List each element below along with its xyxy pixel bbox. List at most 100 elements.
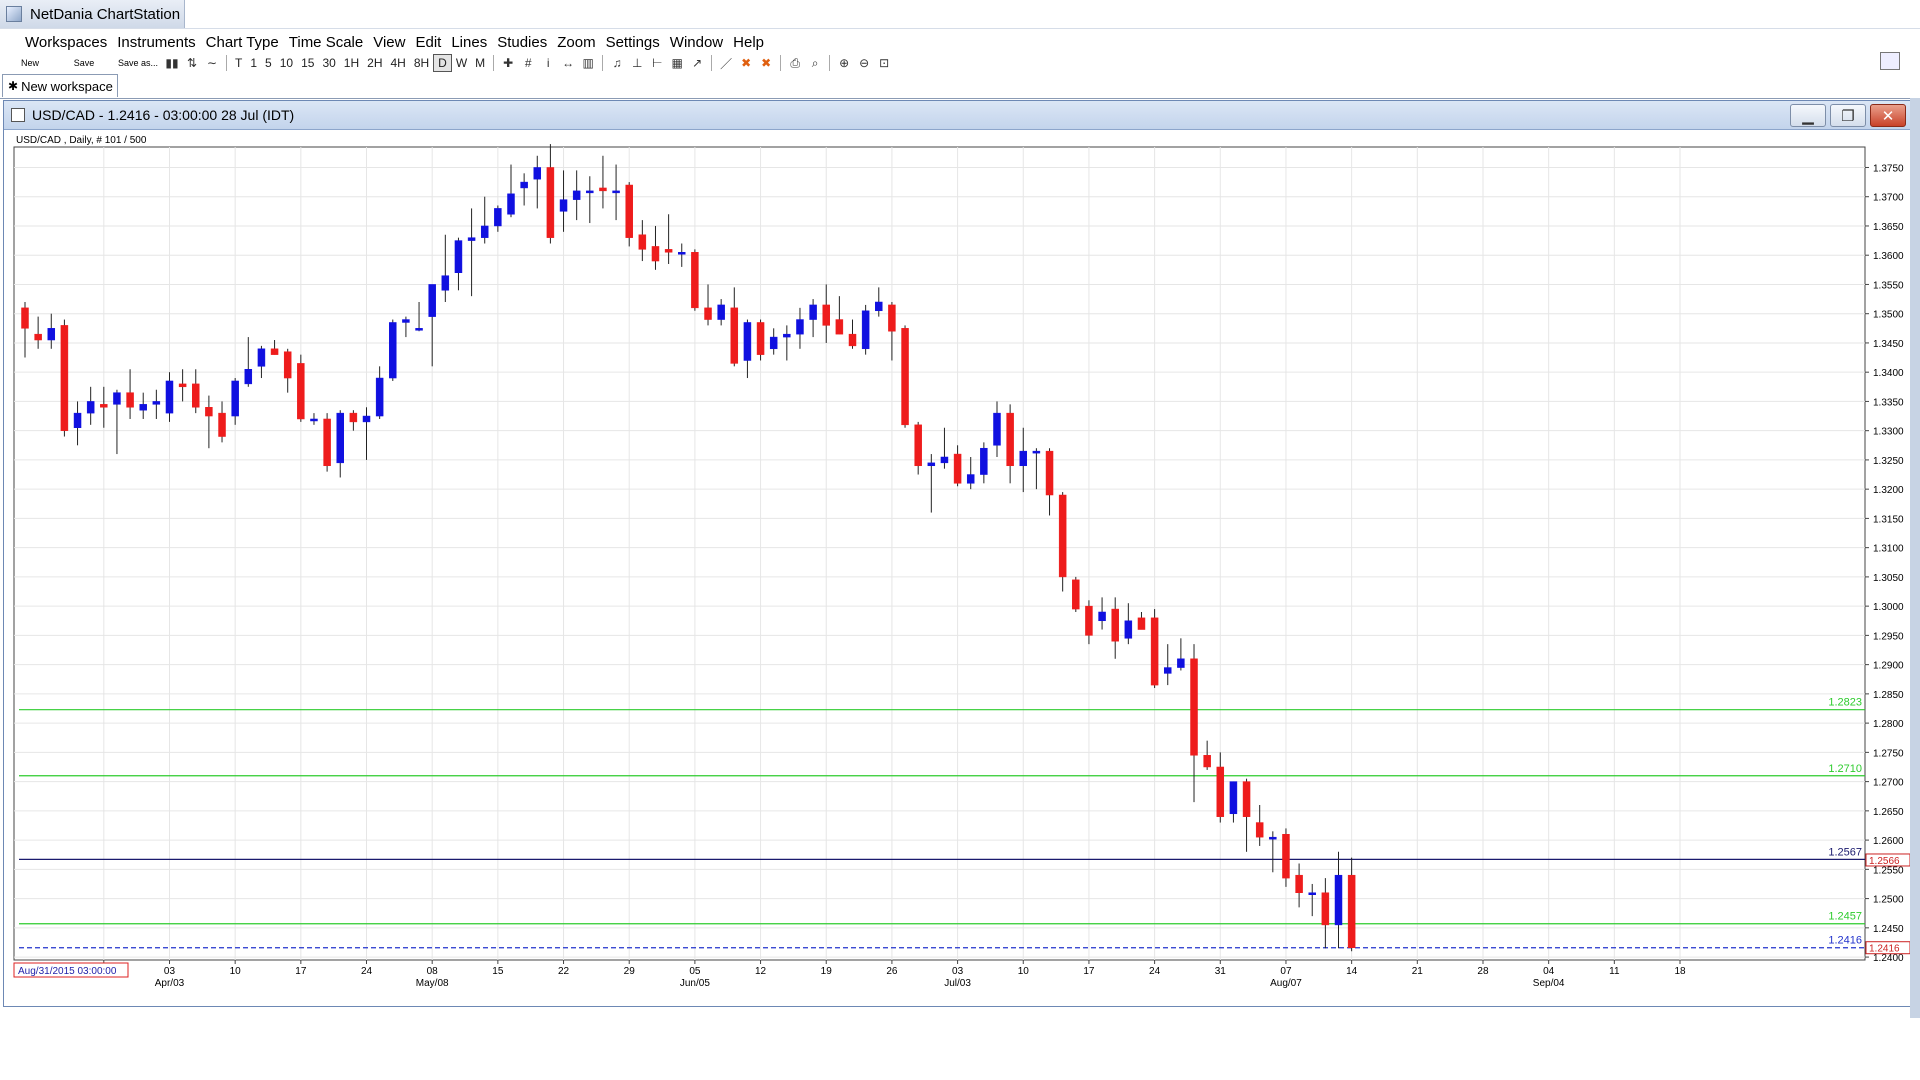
candle-body <box>1347 874 1356 948</box>
candle-body <box>1177 658 1185 668</box>
app-tab[interactable]: NetDania ChartStation <box>0 0 185 28</box>
timescale-15min[interactable]: 15 <box>301 56 315 70</box>
delete-icon[interactable]: ✖ <box>741 56 752 70</box>
level-label: 1.2567 <box>1828 846 1862 858</box>
bar-chart-icon[interactable]: ⇅ <box>186 56 198 70</box>
menu-lines[interactable]: Lines <box>451 33 488 51</box>
trend-tool-icon[interactable]: ⊥ <box>631 56 643 70</box>
timescale-8h[interactable]: 8H <box>413 56 430 70</box>
new-button[interactable]: New <box>20 58 39 68</box>
candle-body <box>743 322 752 361</box>
menu-chart-type[interactable]: Chart Type <box>205 33 279 51</box>
x-tick-label: 29 <box>624 966 636 977</box>
delete-all-icon[interactable]: ✖ <box>761 56 772 70</box>
level-label: 1.2457 <box>1828 911 1862 923</box>
zoom-reset-icon[interactable]: ⊡ <box>879 56 890 70</box>
fork-tool-icon[interactable]: ⊢ <box>651 56 663 70</box>
timescale-1h[interactable]: 1H <box>343 56 360 70</box>
candle-body <box>822 304 830 326</box>
menu-edit[interactable]: Edit <box>415 33 442 51</box>
chart-window: USD/CAD - 1.2416 - 03:00:00 28 Jul (IDT)… <box>3 100 1915 1007</box>
save-as-button[interactable]: Save as... <box>117 58 159 68</box>
x-tick-label: 12 <box>755 966 767 977</box>
horizontal-lines: 1.2823 1.2710 1.2567 1.2457 1.2416 <box>19 697 1865 949</box>
candlestick-chart-icon[interactable]: ▮▮ <box>165 56 179 70</box>
timescale-tick[interactable]: T <box>235 56 243 70</box>
candle-body <box>612 190 620 194</box>
minimize-button[interactable]: ▁ <box>1790 104 1826 127</box>
candle-body <box>480 225 489 238</box>
zoom-in-icon[interactable]: ⊕ <box>839 56 850 70</box>
x-tick-label: 21 <box>1412 966 1424 977</box>
y-tick-label: 1.3150 <box>1873 514 1904 525</box>
candle-body <box>231 380 239 417</box>
grid-icon[interactable]: # <box>524 56 532 70</box>
timescale-monthly[interactable]: M <box>475 56 486 70</box>
scroll-icon[interactable]: ↔ <box>562 56 575 70</box>
timescale-30min[interactable]: 30 <box>322 56 336 70</box>
timescale-weekly[interactable]: W <box>455 56 468 70</box>
candle-body <box>507 193 515 215</box>
candle-body <box>1058 494 1067 578</box>
timescale-1min[interactable]: 1 <box>250 56 258 70</box>
candle-body <box>901 328 909 426</box>
info-icon[interactable]: i <box>546 56 550 70</box>
x-tick-label: 22 <box>558 966 570 977</box>
restore-button[interactable]: ❐ <box>1830 104 1866 127</box>
timescale-daily[interactable]: D <box>433 54 452 72</box>
candle-body <box>113 392 121 405</box>
volume-icon[interactable]: ▥ <box>582 56 594 70</box>
candle-body <box>704 307 712 320</box>
save-button[interactable]: Save <box>73 58 95 68</box>
candle-body <box>73 412 82 428</box>
panel-toggle-icon[interactable] <box>1880 52 1900 70</box>
toolbar-divider <box>602 55 604 71</box>
menu-instruments[interactable]: Instruments <box>117 33 196 51</box>
x-month-label: Sep/04 <box>1533 978 1565 989</box>
price-marker-label: 1.2566 <box>1869 856 1900 867</box>
zoom-out-icon[interactable]: ⊖ <box>859 56 870 70</box>
timescale-10min[interactable]: 10 <box>279 56 294 70</box>
chart-window-titlebar[interactable]: USD/CAD - 1.2416 - 03:00:00 28 Jul (IDT)… <box>4 101 1914 130</box>
print-icon[interactable]: ⎙ <box>790 55 800 70</box>
menu-studies[interactable]: Studies <box>497 33 548 51</box>
print-preview-icon[interactable]: ⌕ <box>811 55 819 70</box>
arrow-tool-icon[interactable]: ↗ <box>692 56 703 70</box>
draw-line-icon[interactable]: ／ <box>720 56 733 71</box>
timescale-4h[interactable]: 4H <box>390 56 406 70</box>
menu-help[interactable]: Help <box>733 33 764 51</box>
line-chart-icon[interactable]: ∼ <box>206 56 218 70</box>
level-label: 1.2710 <box>1828 763 1862 775</box>
asterisk-icon: ✱ <box>8 79 19 93</box>
close-button[interactable]: ✕ <box>1870 104 1906 127</box>
menu-time-scale[interactable]: Time Scale <box>288 33 364 51</box>
x-tick-label: 26 <box>886 966 898 977</box>
menu-settings[interactable]: Settings <box>605 33 660 51</box>
candle-body <box>1308 892 1316 895</box>
workspace-tab[interactable]: ✱ New workspace <box>2 74 118 97</box>
candle-body <box>165 380 174 414</box>
app-title: NetDania ChartStation <box>30 5 181 23</box>
y-tick-label: 1.3600 <box>1873 251 1904 262</box>
candle-body <box>875 301 883 312</box>
y-tick-label: 1.2800 <box>1873 719 1904 730</box>
bell-icon[interactable]: ♫ <box>612 56 622 70</box>
grid <box>14 147 1865 960</box>
timescale-2h[interactable]: 2H <box>367 56 383 70</box>
x-month-label: Jun/05 <box>680 978 710 989</box>
x-month-label: May/08 <box>416 978 449 989</box>
workspace-tabbar: ✱ New workspace <box>0 74 1920 99</box>
timescale-5min[interactable]: 5 <box>265 56 272 70</box>
crosshair-icon[interactable]: ✚ <box>503 56 514 70</box>
x-tick-label: 14 <box>1346 966 1358 977</box>
menu-view[interactable]: View <box>373 33 406 51</box>
menu-workspaces[interactable]: Workspaces <box>25 33 108 51</box>
menu-window[interactable]: Window <box>669 33 724 51</box>
candle-body <box>1321 892 1330 926</box>
level-label: 1.2416 <box>1828 935 1862 947</box>
x-tick-label: 18 <box>1674 966 1686 977</box>
fibonacci-icon[interactable]: ▦ <box>671 56 683 70</box>
menu-zoom[interactable]: Zoom <box>557 33 596 51</box>
candle-body <box>651 246 660 262</box>
